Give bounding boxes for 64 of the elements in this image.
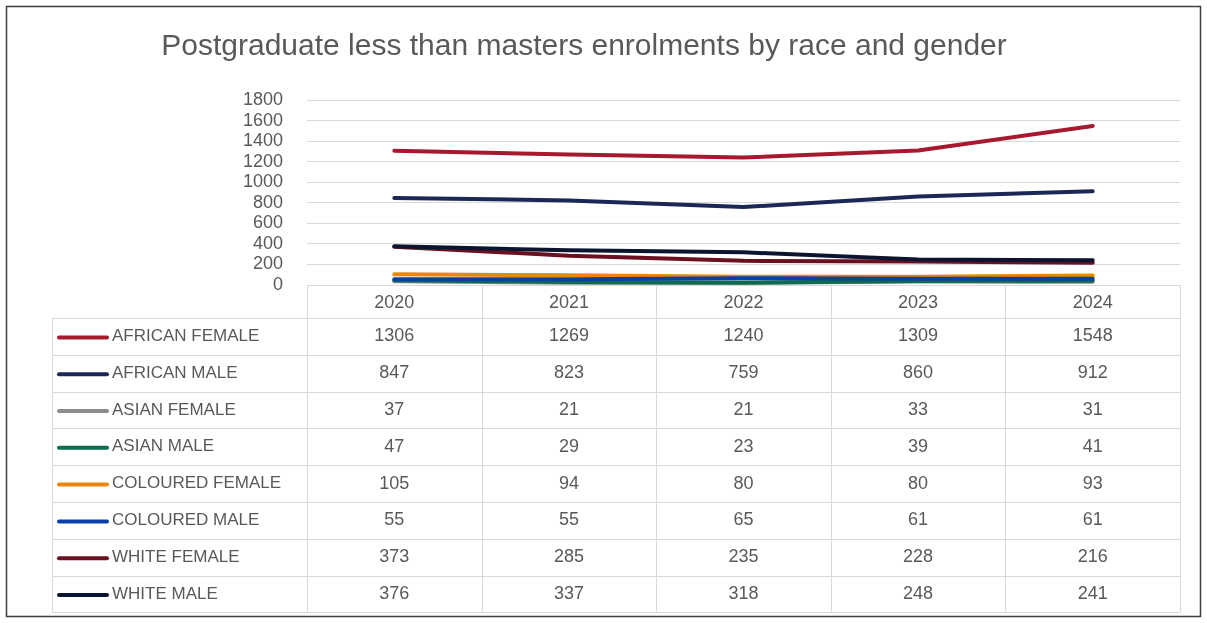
legend-label: COLOURED MALE — [112, 510, 260, 530]
data-label: 47 — [384, 435, 405, 456]
legend-label: AFRICAN MALE — [112, 362, 238, 382]
y-tick-label: 1000 — [242, 171, 283, 192]
legend-label: ASIAN FEMALE — [112, 399, 236, 419]
data-label: 39 — [908, 435, 929, 456]
data-label: 1309 — [898, 325, 939, 346]
data-label: 285 — [553, 546, 584, 567]
data-label: 23 — [733, 435, 754, 456]
data-label: 37 — [384, 398, 405, 419]
data-label: 216 — [1077, 546, 1108, 567]
data-label: 29 — [558, 435, 579, 456]
legend-label: WHITE FEMALE — [112, 546, 240, 566]
data-label: 241 — [1077, 582, 1108, 603]
y-tick-label: 1200 — [242, 150, 283, 171]
data-label: 1240 — [723, 325, 764, 346]
legend-label: WHITE MALE — [112, 583, 218, 603]
data-label: 376 — [379, 582, 410, 603]
data-label: 248 — [903, 582, 934, 603]
data-label: 860 — [903, 362, 934, 383]
x-tick-label: 2020 — [374, 291, 415, 312]
y-tick-label: 400 — [252, 232, 283, 253]
data-label: 235 — [728, 546, 759, 567]
y-tick-label: 1800 — [242, 88, 283, 109]
data-label: 93 — [1082, 472, 1103, 493]
legend-label: COLOURED FEMALE — [112, 473, 282, 493]
legend-label: ASIAN MALE — [112, 436, 215, 456]
data-label: 21 — [733, 398, 754, 419]
chart-title: Postgraduate less than masters enrolments by race and gender — [161, 28, 1007, 62]
x-tick-label: 2022 — [723, 291, 764, 312]
data-label: 1306 — [374, 325, 415, 346]
data-label: 61 — [908, 509, 929, 530]
y-tick-label: 1400 — [242, 130, 283, 151]
data-label: 80 — [733, 472, 754, 493]
y-tick-label: 1600 — [242, 109, 283, 130]
x-tick-label: 2023 — [898, 291, 939, 312]
y-tick-label: 0 — [272, 273, 283, 294]
data-label: 94 — [558, 472, 579, 493]
data-label: 31 — [1082, 398, 1103, 419]
data-label: 823 — [553, 362, 584, 383]
legend-label: AFRICAN FEMALE — [112, 326, 260, 346]
data-label: 1548 — [1072, 325, 1113, 346]
data-label: 912 — [1077, 362, 1108, 383]
data-label: 80 — [908, 472, 929, 493]
data-label: 847 — [379, 362, 410, 383]
data-label: 105 — [379, 472, 410, 493]
data-label: 21 — [558, 398, 579, 419]
data-label: 759 — [728, 362, 759, 383]
data-label: 373 — [379, 546, 410, 567]
data-label: 1269 — [548, 325, 589, 346]
data-label: 33 — [908, 398, 929, 419]
y-tick-label: 800 — [252, 191, 283, 212]
data-label: 337 — [553, 582, 584, 603]
data-label: 228 — [903, 546, 934, 567]
data-label: 61 — [1082, 509, 1103, 530]
y-tick-label: 200 — [252, 253, 283, 274]
y-tick-label: 600 — [252, 212, 283, 233]
data-label: 55 — [384, 509, 405, 530]
data-label: 65 — [733, 509, 754, 530]
x-tick-label: 2021 — [548, 291, 589, 312]
data-label: 318 — [728, 582, 759, 603]
data-label: 55 — [558, 509, 579, 530]
x-tick-label: 2024 — [1072, 291, 1113, 312]
data-label: 41 — [1082, 435, 1103, 456]
